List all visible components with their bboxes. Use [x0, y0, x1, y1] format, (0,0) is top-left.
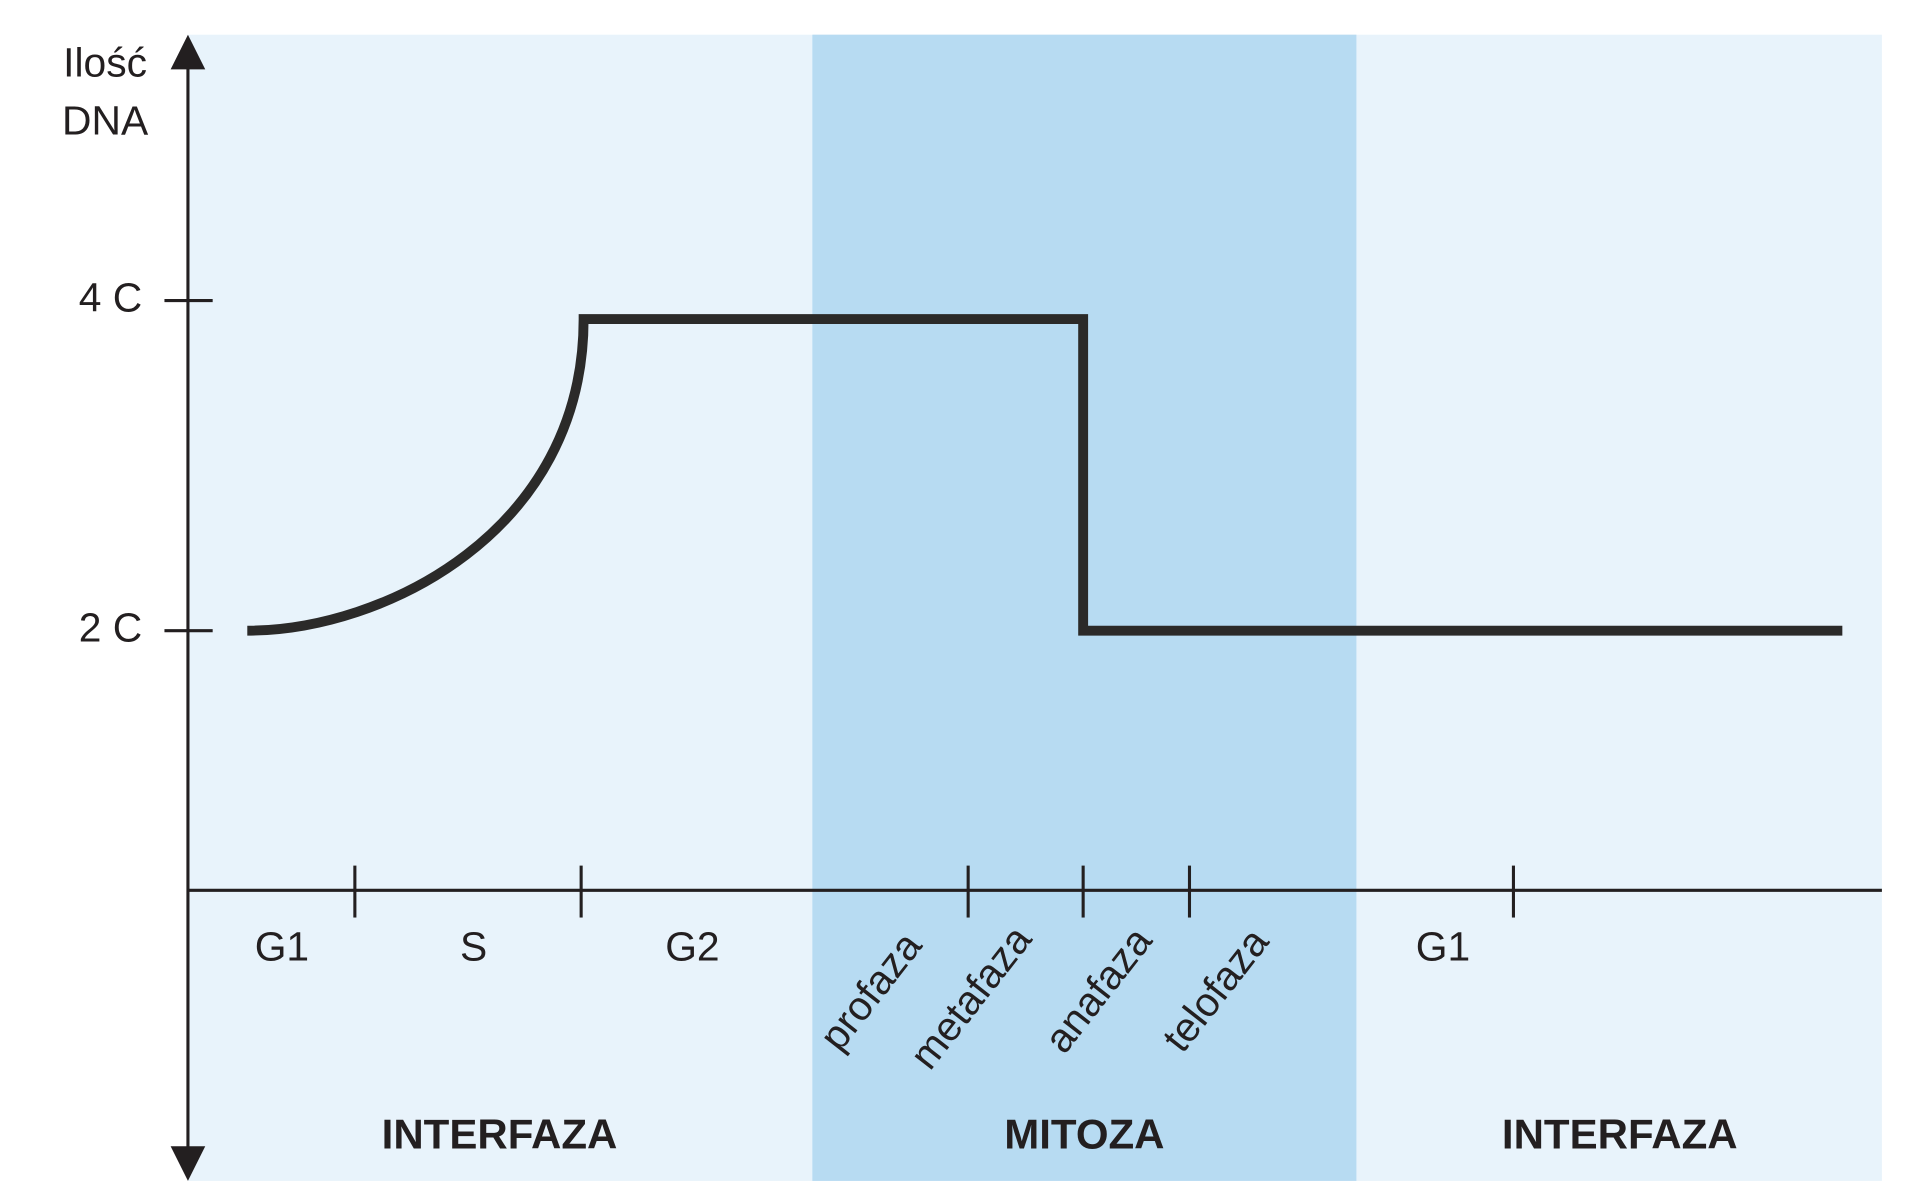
level-label: 4 C: [79, 274, 143, 320]
dna-curve: [247, 314, 1843, 636]
arrow-down: [170, 1146, 206, 1181]
phase-label: S: [460, 923, 487, 969]
phase-label: G1: [1416, 923, 1470, 969]
period-label: INTERFAZA: [382, 1111, 618, 1158]
phase-label: G1: [255, 923, 309, 969]
level-label: 2 C: [79, 604, 143, 650]
period-label: MITOZA: [1004, 1111, 1164, 1158]
axes: [164, 61, 1882, 1157]
arrow-up: [170, 34, 206, 70]
axis-label: Ilość: [63, 39, 147, 85]
period-label: INTERFAZA: [1502, 1111, 1738, 1158]
phase-label: G2: [665, 923, 719, 969]
axis-label: DNA: [62, 98, 149, 144]
